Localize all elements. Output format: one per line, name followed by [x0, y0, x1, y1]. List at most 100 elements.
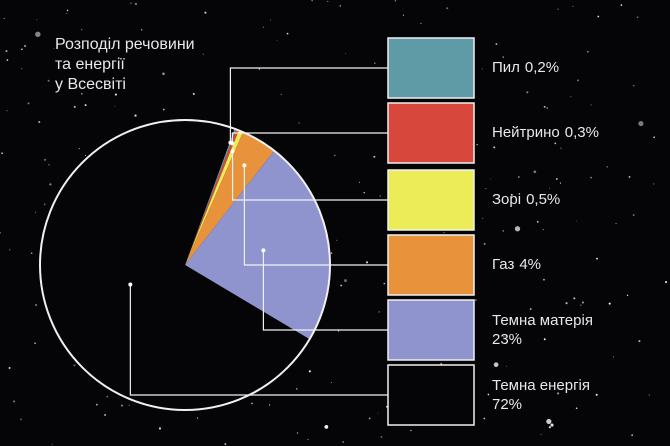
leader-dot — [242, 163, 247, 168]
star — [21, 48, 23, 50]
star — [648, 394, 650, 396]
star — [13, 400, 16, 403]
star — [140, 29, 143, 31]
pie — [39, 119, 331, 411]
star — [35, 304, 37, 306]
star — [66, 9, 69, 12]
legend-name: Нейтрино — [492, 124, 560, 141]
chart-title-line: та енергії — [55, 56, 125, 73]
star — [557, 392, 560, 395]
star — [526, 91, 529, 94]
star — [586, 50, 589, 53]
star — [20, 418, 22, 421]
star — [377, 412, 379, 414]
star — [202, 53, 204, 55]
star — [73, 105, 76, 108]
legend-label: Темна енергія 72% — [492, 377, 590, 413]
star — [342, 441, 345, 443]
star — [664, 280, 668, 284]
star — [580, 304, 582, 306]
star — [554, 142, 557, 145]
legend-label: Пил 0,2% — [492, 59, 559, 76]
star — [628, 176, 631, 178]
star — [224, 443, 227, 446]
leader-dot — [230, 149, 235, 154]
star — [540, 324, 543, 326]
star — [6, 59, 9, 61]
star — [560, 147, 562, 149]
star — [514, 226, 521, 232]
star — [49, 183, 52, 186]
star — [311, 0, 314, 2]
star — [298, 122, 300, 124]
star — [528, 323, 531, 326]
star — [84, 154, 86, 156]
star — [334, 154, 336, 157]
star — [559, 182, 562, 184]
star — [307, 439, 309, 441]
star — [368, 417, 371, 420]
star — [483, 242, 486, 245]
legend-name: Пил — [492, 59, 520, 76]
star — [615, 222, 617, 224]
star — [505, 335, 507, 337]
star — [80, 28, 83, 31]
star — [483, 417, 486, 420]
value-label: 23% — [492, 331, 522, 348]
leader-dot — [128, 282, 133, 287]
star — [114, 93, 117, 96]
star — [43, 203, 46, 206]
star — [482, 217, 484, 220]
star — [51, 443, 53, 445]
star — [493, 146, 496, 149]
leader-lines — [128, 67, 388, 396]
star — [572, 5, 574, 8]
star — [546, 107, 549, 109]
star — [503, 336, 505, 338]
star — [134, 2, 138, 6]
star — [286, 32, 289, 35]
star — [337, 330, 340, 332]
star — [3, 17, 5, 20]
star — [114, 105, 116, 107]
star — [276, 40, 278, 42]
legend-swatch — [387, 169, 475, 231]
legend-label: Зорі 0,5% — [492, 191, 560, 208]
star — [577, 79, 579, 82]
star — [308, 370, 311, 373]
legend-swatch — [387, 299, 475, 361]
star — [402, 14, 404, 16]
star — [340, 284, 343, 287]
star — [653, 183, 655, 185]
legend-swatch — [387, 37, 475, 99]
star — [268, 404, 271, 406]
star — [365, 261, 369, 264]
star — [23, 44, 27, 48]
legend-name: Зорі — [492, 191, 521, 208]
legend-swatch — [387, 102, 475, 164]
star — [38, 120, 41, 123]
leader-dot — [230, 141, 235, 146]
star — [565, 302, 568, 305]
star — [612, 356, 614, 358]
legend-swatch — [387, 234, 475, 296]
star — [36, 19, 38, 21]
leader-line — [231, 151, 388, 201]
star — [280, 93, 282, 95]
star — [35, 31, 41, 38]
star — [378, 311, 380, 313]
value-label: 0,2% — [525, 59, 559, 76]
legend: Пил 0,2% Нейтрино 0,3% Зорі 0,5% Газ 4% Темна ма… — [387, 37, 599, 426]
star — [548, 426, 551, 429]
value-label: 0,3% — [565, 124, 599, 141]
star — [590, 104, 592, 106]
star — [632, 84, 635, 87]
star — [529, 308, 532, 311]
leader-line — [231, 132, 388, 144]
star — [540, 434, 542, 436]
star — [6, 110, 8, 112]
star — [8, 367, 11, 369]
star — [443, 232, 445, 234]
star — [330, 381, 332, 383]
pie-slice — [185, 150, 330, 340]
